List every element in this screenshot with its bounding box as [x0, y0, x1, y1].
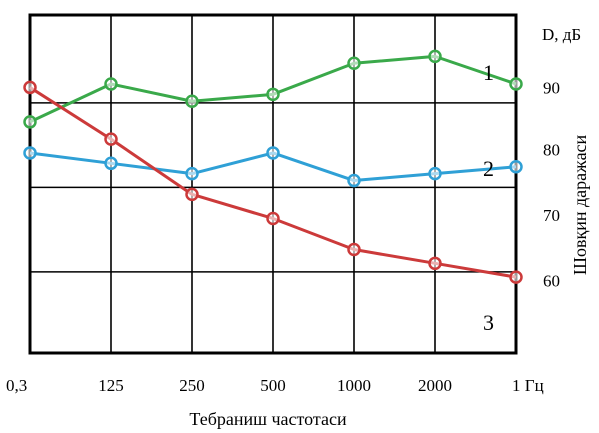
series-1-point: [104, 77, 118, 91]
y-tick-label: 90: [543, 78, 560, 97]
series-1-point: [185, 94, 199, 108]
series-3-point: [266, 211, 280, 226]
series-3-point: [428, 256, 442, 271]
y-tick-label: 60: [543, 272, 560, 291]
x-tick-label: 1 Гц: [512, 376, 544, 395]
series-1-point: [23, 115, 37, 129]
series-1-label: 1: [483, 60, 494, 85]
series-2-point: [347, 173, 361, 188]
y-tick-labels: 90 80 70 60: [543, 78, 560, 290]
y-axis-unit: D, дБ: [542, 25, 581, 44]
x-tick-label: 0,3: [6, 376, 27, 395]
series-3-point: [185, 187, 199, 202]
x-axis-title: Тебраниш частотаси: [189, 409, 347, 429]
series-2-point: [428, 166, 442, 181]
series-2-point: [23, 146, 37, 160]
series-3-point: [509, 270, 523, 284]
series-3-point: [347, 242, 361, 257]
x-tick-labels: 0,3 125 250 500 1000 2000 1 Гц: [6, 376, 544, 395]
series-labels: 1 2 3: [483, 60, 494, 335]
x-tick-label: 2000: [418, 376, 452, 395]
series-2-point: [104, 156, 118, 171]
series-1-point: [509, 77, 523, 91]
y-axis-title: Шовқин даражаси: [570, 134, 590, 275]
grid: [30, 15, 516, 353]
series-layer: [23, 49, 523, 284]
x-tick-label: 1000: [337, 376, 371, 395]
series-2-label: 2: [483, 156, 494, 181]
series-1-point: [428, 49, 442, 64]
series-3-label: 3: [483, 310, 494, 335]
y-tick-label: 70: [543, 206, 560, 225]
series-3-point: [23, 80, 37, 95]
series-2-point: [266, 146, 280, 160]
series-3-point: [104, 132, 118, 146]
series-1-point: [266, 87, 280, 102]
x-tick-label: 125: [98, 376, 124, 395]
x-tick-label: 250: [179, 376, 205, 395]
series-2-point: [185, 166, 199, 181]
series-2-point: [509, 160, 523, 174]
y-tick-label: 80: [543, 141, 560, 160]
series-1-point: [347, 56, 361, 71]
plot-frame: [28, 13, 518, 355]
x-tick-label: 500: [260, 376, 286, 395]
